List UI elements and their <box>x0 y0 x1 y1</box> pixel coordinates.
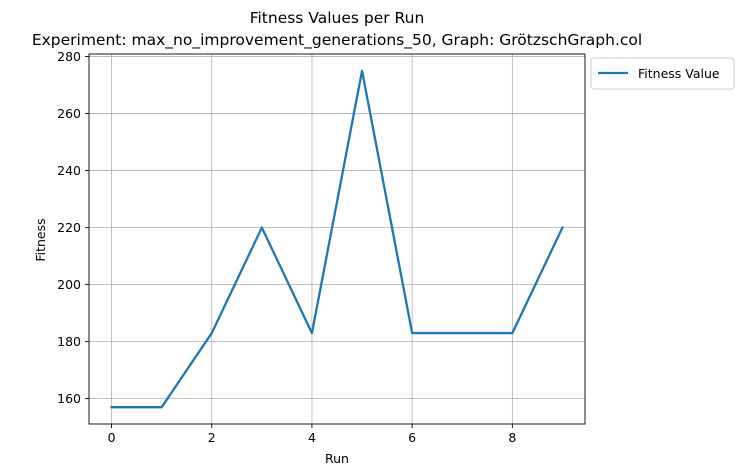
y-tick-label-160: 160 <box>57 391 81 406</box>
data-point-0-0 <box>110 406 112 408</box>
data-point-0-9 <box>561 226 563 228</box>
chart-title: Fitness Values per Run <box>250 9 425 27</box>
chart-subtitle: Experiment: max_no_improvement_generatio… <box>32 31 642 50</box>
data-point-0-5 <box>361 70 363 72</box>
data-point-0-3 <box>261 226 263 228</box>
y-tick-label-200: 200 <box>57 277 81 292</box>
x-tick-label-6: 6 <box>408 430 416 445</box>
data-point-0-7 <box>461 332 463 334</box>
data-point-0-1 <box>160 406 162 408</box>
x-axis-ticks: 0 2 4 6 8 <box>108 424 516 445</box>
x-tick-label-8: 8 <box>508 430 516 445</box>
y-tick-label-280: 280 <box>57 49 81 64</box>
y-tick-label-220: 220 <box>57 220 81 235</box>
data-point-0-8 <box>511 332 513 334</box>
x-axis-label: Run <box>325 451 349 466</box>
y-tick-label-240: 240 <box>57 163 81 178</box>
data-point-0-6 <box>411 332 413 334</box>
x-tick-label-2: 2 <box>208 430 216 445</box>
x-tick-label-0: 0 <box>108 430 116 445</box>
series-line-0 <box>110 69 564 409</box>
legend-label-fitness-value: Fitness Value <box>638 66 720 81</box>
grid-lines <box>89 54 585 424</box>
plot-frame <box>88 53 586 425</box>
y-tick-label-260: 260 <box>57 106 81 121</box>
y-axis-ticks: 160 180 200 220 240 260 280 <box>57 49 89 406</box>
data-point-0-2 <box>211 332 213 334</box>
y-tick-label-180: 180 <box>57 334 81 349</box>
legend: Fitness Value <box>590 57 735 90</box>
x-tick-label-4: 4 <box>308 430 316 445</box>
y-axis-label: Fitness <box>33 218 48 261</box>
legend-box <box>590 57 735 90</box>
plot-area <box>88 53 586 425</box>
data-point-0-4 <box>311 332 313 334</box>
